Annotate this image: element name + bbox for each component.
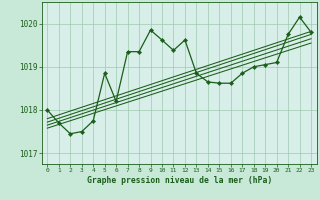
X-axis label: Graphe pression niveau de la mer (hPa): Graphe pression niveau de la mer (hPa) (87, 176, 272, 185)
